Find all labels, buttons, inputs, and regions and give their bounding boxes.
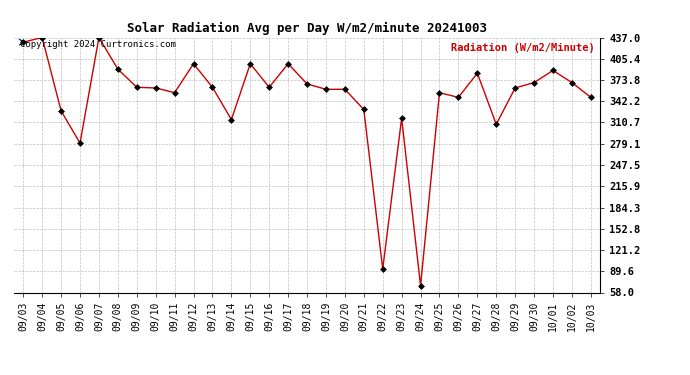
Text: Radiation (W/m2/Minute): Radiation (W/m2/Minute) xyxy=(451,43,594,52)
Title: Solar Radiation Avg per Day W/m2/minute 20241003: Solar Radiation Avg per Day W/m2/minute … xyxy=(127,22,487,35)
Text: Copyright 2024 Curtronics.com: Copyright 2024 Curtronics.com xyxy=(19,40,175,49)
